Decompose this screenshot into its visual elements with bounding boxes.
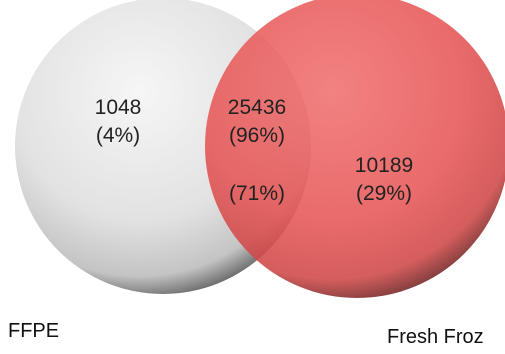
left-only-count: 1048 <box>95 96 142 119</box>
overlap-count: 25436 <box>228 96 286 119</box>
right-only-count: 10189 <box>355 154 413 177</box>
left-only-percent: (4%) <box>96 124 140 147</box>
fresh-frozen-set-circle <box>205 0 505 298</box>
overlap-percent-of-ffpe: (96%) <box>229 124 285 147</box>
overlap-percent-of-fresh-frozen: (71%) <box>229 182 285 205</box>
ffpe-set-label: FFPE <box>8 320 60 342</box>
right-only-percent: (29%) <box>356 182 412 205</box>
fresh-frozen-set-label: Fresh Froz <box>387 326 484 348</box>
